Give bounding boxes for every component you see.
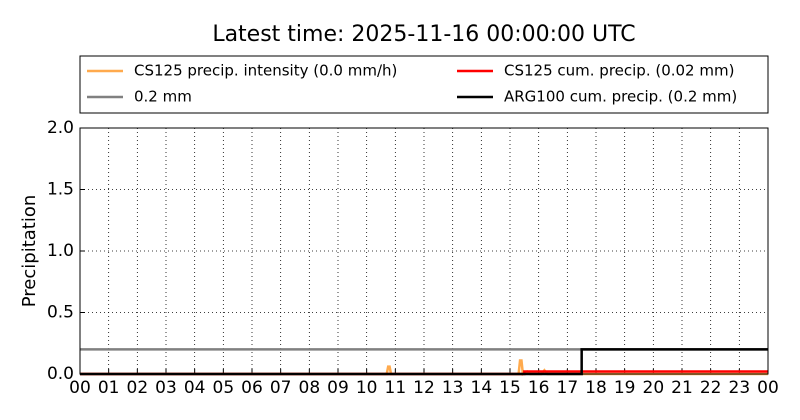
y-axis-label: Precipitation — [19, 195, 40, 308]
x-tick-label: 07 — [270, 378, 292, 398]
y-tick-label: 0.0 — [47, 364, 74, 384]
legend-label: CS125 cum. precip. (0.02 mm) — [504, 62, 734, 80]
x-tick-label: 17 — [557, 378, 579, 398]
x-tick-label: 04 — [184, 378, 206, 398]
y-tick-label: 2.0 — [47, 118, 74, 138]
x-tick-label: 13 — [442, 378, 464, 398]
x-tick-label: 06 — [241, 378, 263, 398]
legend-label: 0.2 mm — [134, 88, 192, 106]
legend-box — [79, 55, 769, 114]
legend-label: ARG100 cum. precip. (0.2 mm) — [504, 88, 737, 106]
x-tick-label: 09 — [327, 378, 349, 398]
plot-frame — [79, 127, 769, 375]
x-tick-label: 08 — [299, 378, 321, 398]
x-tick-label: 19 — [614, 378, 636, 398]
x-tick-label: 01 — [98, 378, 120, 398]
y-tick-label: 0.5 — [47, 303, 74, 323]
x-tick-label: 10 — [356, 378, 378, 398]
x-tick-label: 12 — [413, 378, 435, 398]
x-tick-label: 22 — [700, 378, 722, 398]
x-tick-label: 23 — [729, 378, 751, 398]
x-tick-label: 03 — [155, 378, 177, 398]
chart-title: Latest time: 2025-11-16 00:00:00 UTC — [212, 22, 635, 47]
x-tick-label: 20 — [643, 378, 665, 398]
y-tick-label: 1.5 — [47, 180, 74, 200]
x-tick-label: 00 — [757, 378, 779, 398]
x-tick-label: 18 — [585, 378, 607, 398]
y-tick-label: 1.0 — [47, 241, 74, 261]
x-tick-label: 21 — [671, 378, 693, 398]
x-tick-label: 02 — [127, 378, 149, 398]
x-tick-label: 00 — [69, 378, 91, 398]
x-tick-label: 05 — [213, 378, 235, 398]
legend-label: CS125 precip. intensity (0.0 mm/h) — [134, 62, 397, 80]
x-tick-label: 11 — [385, 378, 407, 398]
x-tick-label: 16 — [528, 378, 550, 398]
x-tick-label: 14 — [471, 378, 493, 398]
x-tick-label: 15 — [499, 378, 521, 398]
